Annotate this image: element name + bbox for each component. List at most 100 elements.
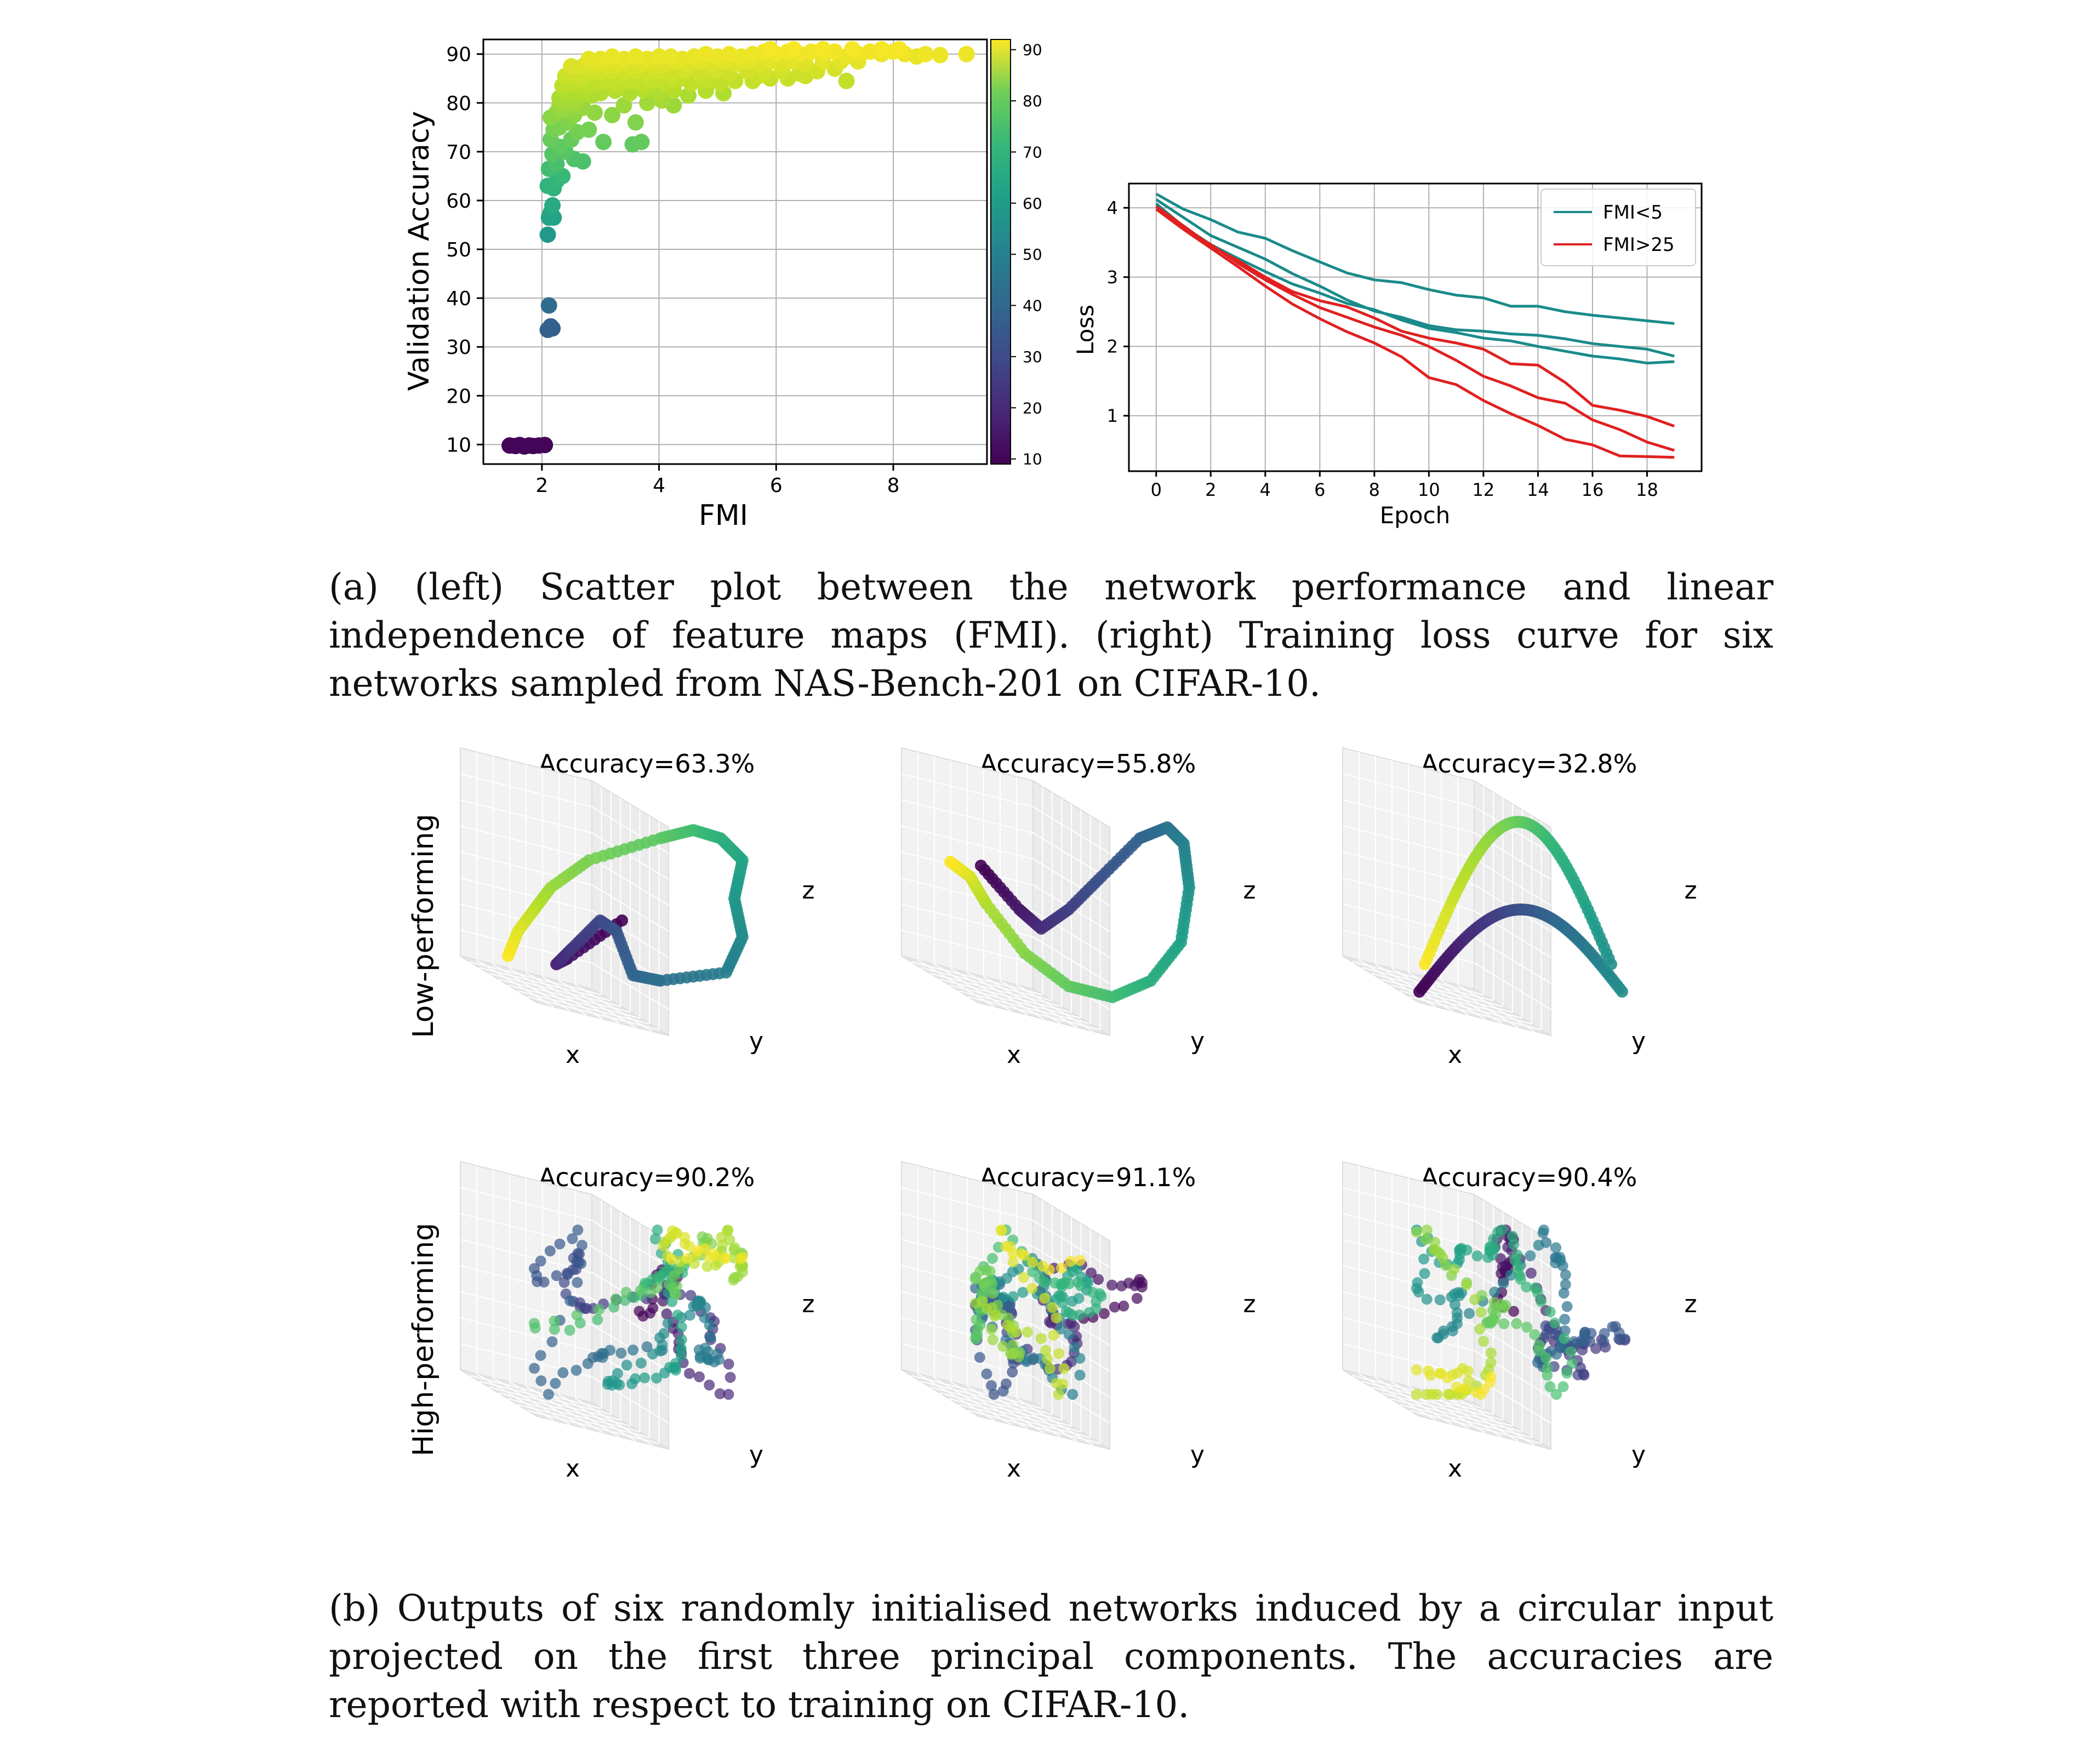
trajectory-point xyxy=(1551,1389,1562,1400)
pane-grid-line xyxy=(489,1386,621,1421)
scatter-point xyxy=(785,41,802,58)
row-label-low: Low-performing xyxy=(407,814,440,1038)
trajectory-point xyxy=(554,1238,566,1250)
trajectory-point xyxy=(604,1345,616,1356)
pane-grid-line xyxy=(460,799,669,880)
trajectory-point xyxy=(988,1389,1000,1400)
trajectory-point xyxy=(535,1255,546,1267)
trajectory-point xyxy=(1460,1279,1472,1291)
pane-grid-line xyxy=(542,1389,620,1438)
trajectory-point xyxy=(1019,1250,1030,1261)
trajectory-point xyxy=(1116,1280,1127,1292)
scatter-point xyxy=(544,197,561,214)
panel-title: Accuracy=90.2% xyxy=(539,1163,755,1192)
pane-grid-line xyxy=(983,976,1061,1024)
colorbar-ticks xyxy=(1011,49,1016,460)
loss-x-tick-label: 10 xyxy=(1418,479,1440,500)
trajectory-point xyxy=(981,1303,992,1314)
colorbar-tick-label: 50 xyxy=(1023,245,1042,264)
scatter-point xyxy=(838,72,855,89)
trajectory-point xyxy=(1521,1322,1533,1333)
trajectory-point xyxy=(672,1309,683,1321)
trajectory-point xyxy=(572,1225,584,1235)
scatter-x-tick-label: 6 xyxy=(770,474,783,497)
trajectory-point xyxy=(1073,1292,1085,1304)
trajectory-point xyxy=(681,1252,693,1264)
pane-grid-line xyxy=(1016,984,1094,1032)
axis-label-y: y xyxy=(1190,1027,1205,1055)
trajectory-point xyxy=(997,1341,1009,1352)
pane-grid-line xyxy=(542,976,620,1024)
scatter-x-tick-label: 2 xyxy=(535,474,548,497)
trajectory-point xyxy=(635,1285,646,1296)
axis-label-z: z xyxy=(1684,1290,1697,1318)
trajectory-point xyxy=(661,1308,672,1320)
pane-grid-line xyxy=(901,1343,1110,1424)
scatter-point xyxy=(554,168,571,185)
trajectory-point xyxy=(1040,1345,1052,1356)
scatter-point xyxy=(580,50,597,67)
loss-series-line xyxy=(1155,205,1675,452)
trajectory-point xyxy=(651,1372,663,1384)
axis-label-y: y xyxy=(1190,1441,1205,1469)
colorbar-tick-label: 80 xyxy=(1023,92,1042,110)
trajectory-point xyxy=(720,1253,732,1265)
loss-x-ticks: 0 2 4 6 8 10 12 14 16 18 xyxy=(1151,479,1658,500)
loss-x-tick-label: 4 xyxy=(1260,479,1271,500)
trajectory-point xyxy=(1561,1368,1573,1379)
pane-grid-line xyxy=(470,961,602,996)
trajectory-point xyxy=(1540,1352,1551,1364)
trajectory-point xyxy=(1506,1231,1518,1242)
pane-grid-line xyxy=(575,984,653,1032)
pane-grid-line xyxy=(1352,961,1484,996)
pca-trajectory xyxy=(502,824,749,987)
trajectory-point xyxy=(683,1368,695,1379)
pane-grid-line xyxy=(901,773,1110,854)
axis-label-y: y xyxy=(749,1441,763,1469)
trajectory-point xyxy=(576,1239,587,1251)
loss-series xyxy=(1155,192,1675,459)
trajectory-point xyxy=(652,1225,663,1235)
loss-grid xyxy=(1123,184,1702,477)
trajectory-point xyxy=(723,1358,734,1370)
trajectory-point xyxy=(1554,1251,1566,1263)
fmi-scatter-plot: 2 4 6 8 10 20 30 40 50 60 70 80 90 FMI V… xyxy=(403,38,1042,532)
trajectory-point xyxy=(1043,1264,1055,1275)
scatter-point xyxy=(958,45,975,62)
trajectory-point xyxy=(675,1342,687,1354)
trajectory-point xyxy=(535,1375,547,1387)
colorbar-tick-label: 10 xyxy=(1023,450,1042,468)
scatter-y-tick-label: 40 xyxy=(446,288,471,310)
trajectory-point xyxy=(1451,1381,1462,1393)
trajectory-point xyxy=(1044,1363,1055,1374)
pca-trajectory xyxy=(1411,1225,1630,1400)
pane-grid-line xyxy=(901,1317,1110,1398)
pane-grid-line xyxy=(1342,773,1551,854)
trajectory-point xyxy=(543,1389,554,1400)
pane-grid-line xyxy=(1000,980,1077,1028)
pane-grid-line xyxy=(901,799,1110,880)
axis-label-z: z xyxy=(1684,877,1697,905)
trajectory-point xyxy=(1544,1381,1556,1392)
trajectory-point xyxy=(1418,1253,1430,1265)
trajectory-point xyxy=(592,1314,603,1325)
scatter-point xyxy=(542,318,559,335)
trajectory-point xyxy=(676,1322,687,1333)
scatter-point xyxy=(873,41,890,58)
trajectory-point xyxy=(1498,1278,1509,1289)
trajectory-point xyxy=(1065,1256,1076,1267)
trajectory-point xyxy=(1529,1329,1540,1340)
loss-series-line xyxy=(1155,208,1675,459)
loss-series-line xyxy=(1155,198,1675,358)
trajectory-point xyxy=(1497,1261,1508,1273)
trajectory-point xyxy=(1565,1346,1577,1358)
scatter-y-axis-label: Validation Accuracy xyxy=(403,111,436,391)
scatter-y-tick-label: 30 xyxy=(446,336,471,359)
scatter-point xyxy=(814,41,831,58)
pca-panel: Accuracy=91.1% x y z xyxy=(901,1160,1256,1483)
trajectory-point xyxy=(1047,1302,1058,1313)
trajectory-point xyxy=(1488,1297,1500,1308)
pane-grid-line xyxy=(575,1398,653,1446)
trajectory-point xyxy=(564,1295,576,1307)
loss-x-tick-label: 12 xyxy=(1473,479,1495,500)
